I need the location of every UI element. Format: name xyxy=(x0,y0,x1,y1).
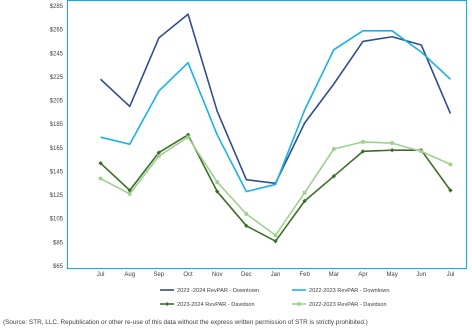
x-tick-label: Mar xyxy=(329,272,339,278)
series-point xyxy=(302,190,307,195)
series-point xyxy=(360,149,366,154)
x-tick-label: Sep xyxy=(154,272,165,278)
series-point xyxy=(389,147,395,153)
series-point xyxy=(214,189,220,194)
y-tick-label: $225 xyxy=(50,75,64,81)
series-point xyxy=(332,147,336,151)
x-tick-label: Aug xyxy=(124,272,135,278)
y-tick-label: $185 xyxy=(50,122,64,128)
y-tick-label: $265 xyxy=(50,28,64,34)
series-point xyxy=(98,176,103,181)
series-point xyxy=(448,188,453,193)
series-point xyxy=(273,238,278,244)
series-line xyxy=(100,134,452,242)
x-tick-label: Jul xyxy=(447,272,455,278)
source-note: (Source: STR, LLC. Republication or othe… xyxy=(3,319,368,326)
x-tick-label: Jun xyxy=(416,272,426,278)
series-point xyxy=(244,212,249,216)
series-point xyxy=(127,192,132,196)
x-tick-label: May xyxy=(386,272,397,278)
x-tick-label: Oct xyxy=(183,272,193,278)
y-tick-label: $85 xyxy=(53,240,64,246)
legend-label: 2023 -2024 RevPAR - Downtown xyxy=(177,288,259,294)
legend-label: 2022-2023 RevPAR - Downtown xyxy=(309,288,389,294)
y-tick-label: $205 xyxy=(50,99,64,105)
legend-label: 2023-2024 RevPAR - Davidson xyxy=(177,302,255,308)
y-tick-label: $145 xyxy=(50,169,64,175)
series-point xyxy=(157,154,161,158)
series-point xyxy=(390,141,394,145)
series-point xyxy=(186,135,190,139)
y-tick-label: $65 xyxy=(53,264,64,270)
x-tick-label: Jul xyxy=(97,272,105,278)
series-line xyxy=(100,30,451,193)
series-point xyxy=(448,162,453,167)
series-point xyxy=(215,180,219,184)
x-tick-label: Apr xyxy=(358,272,367,278)
y-tick-label: $285 xyxy=(50,4,64,10)
series-point xyxy=(419,149,424,154)
x-tick-label: Dec xyxy=(241,272,252,278)
y-tick-label: $165 xyxy=(50,146,64,152)
series-line xyxy=(100,136,451,237)
series-line xyxy=(100,13,452,185)
legend-marker xyxy=(165,302,169,306)
y-tick-label: $105 xyxy=(50,217,64,223)
series-point xyxy=(98,160,103,166)
series-point xyxy=(244,223,249,229)
legend-marker xyxy=(297,302,301,306)
y-tick-label: $125 xyxy=(50,193,64,199)
x-tick-label: Nov xyxy=(212,272,223,278)
x-tick-label: Jan xyxy=(271,272,281,278)
series-point xyxy=(156,150,162,155)
series-point xyxy=(302,198,307,204)
legend-label: 2022-2023 RevPAR - Davidson xyxy=(309,302,387,308)
chart-frame xyxy=(67,0,467,269)
series-point xyxy=(331,173,337,179)
series-point xyxy=(273,233,278,238)
y-tick-label: $245 xyxy=(50,51,64,57)
x-tick-label: Feb xyxy=(299,272,310,278)
series-point xyxy=(361,140,365,144)
